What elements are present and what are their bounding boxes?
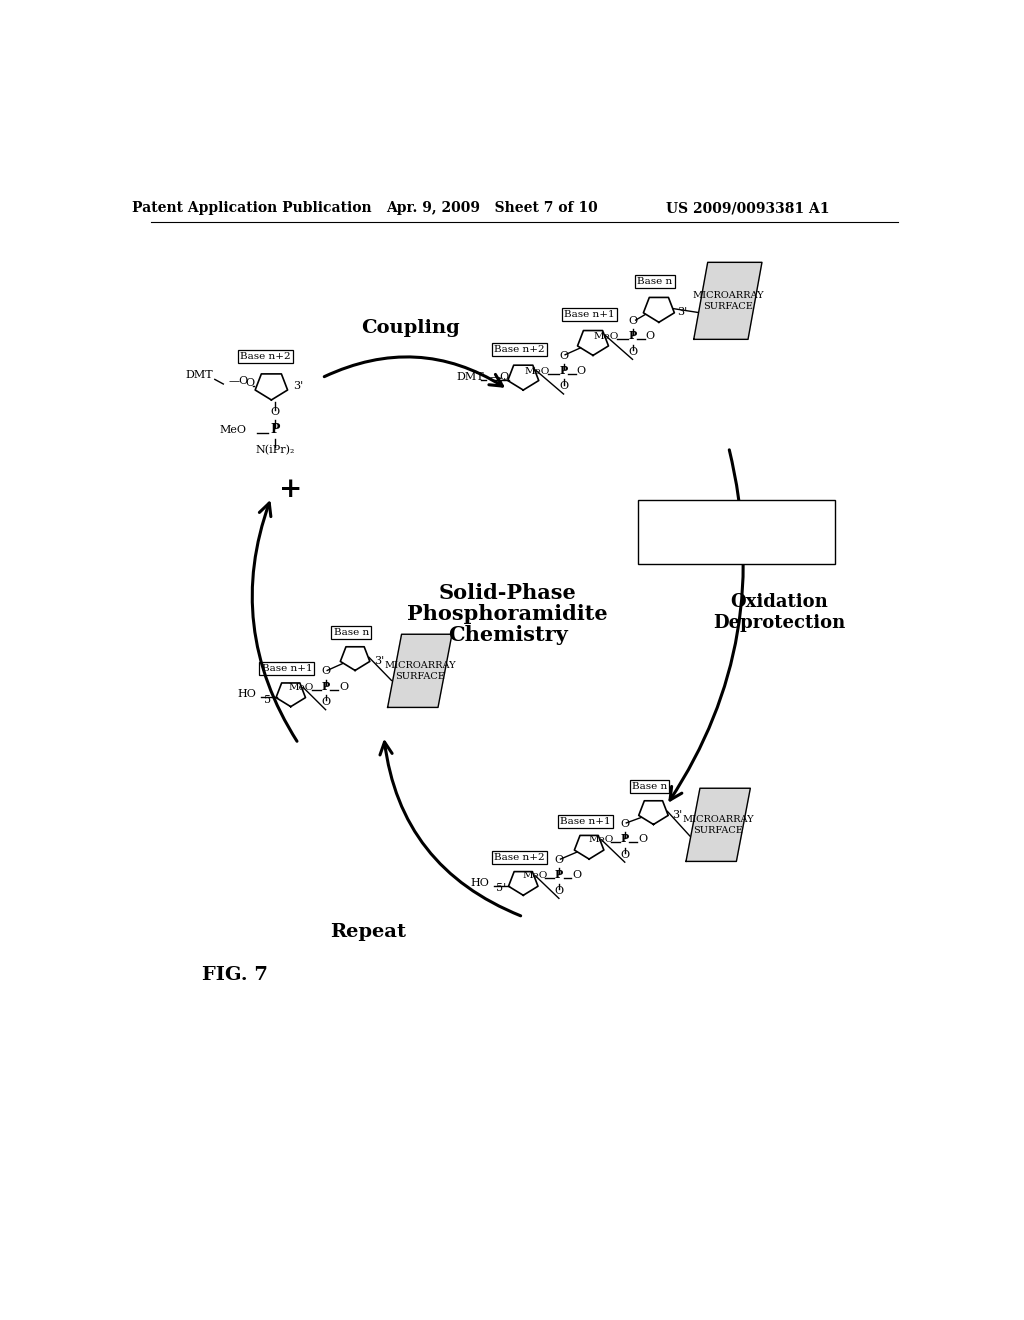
Text: O: O (554, 855, 563, 865)
Text: MICROARRAY
SURFACE: MICROARRAY SURFACE (692, 292, 764, 310)
Text: Base n+2: Base n+2 (494, 853, 545, 862)
Text: P: P (322, 681, 330, 692)
Text: O: O (270, 407, 280, 417)
Text: HO: HO (470, 878, 489, 888)
Text: MeO: MeO (219, 425, 247, 436)
Text: O: O (621, 850, 630, 859)
Text: MICROARRAY
SURFACE: MICROARRAY SURFACE (384, 661, 456, 681)
Text: 5': 5' (497, 378, 507, 388)
Text: Patent Application Publication: Patent Application Publication (132, 202, 372, 215)
Text: MeO: MeO (594, 333, 618, 342)
Text: Base n+1: Base n+1 (564, 310, 614, 319)
Text: —O: —O (489, 372, 509, 383)
Text: O: O (628, 347, 637, 356)
Text: O: O (245, 378, 254, 388)
Text: 5': 5' (264, 694, 274, 705)
Text: P: P (270, 424, 280, 437)
Text: Base n+2: Base n+2 (494, 345, 545, 354)
Text: O: O (339, 681, 348, 692)
Text: O: O (559, 381, 568, 392)
Text: Phosphoramidite: Phosphoramidite (408, 605, 608, 624)
Text: O: O (628, 315, 637, 326)
Text: O: O (322, 667, 330, 676)
Text: MeO: MeO (588, 836, 613, 845)
Text: MeO: MeO (522, 871, 548, 880)
Polygon shape (693, 263, 762, 339)
Text: Base n: Base n (632, 783, 668, 791)
Text: MeO: MeO (289, 682, 314, 692)
Text: O: O (577, 366, 586, 376)
Text: 5': 5' (497, 883, 507, 894)
Text: O: O (322, 697, 330, 708)
Text: Base n+1: Base n+1 (261, 664, 312, 673)
Text: Base n: Base n (637, 277, 673, 286)
Text: Solid-Phase: Solid-Phase (439, 583, 577, 603)
Text: 3': 3' (374, 656, 384, 665)
Text: P: P (629, 330, 637, 342)
Text: O: O (572, 870, 582, 880)
Text: Base n+1: Base n+1 (560, 817, 610, 826)
Text: P: P (621, 833, 629, 845)
Text: Base n: Base n (334, 628, 369, 638)
Text: O: O (559, 351, 568, 360)
FancyBboxPatch shape (638, 499, 835, 564)
Text: DMT: DMT (185, 370, 213, 380)
Text: O: O (638, 834, 647, 845)
Text: Repeat: Repeat (331, 923, 407, 941)
Text: Chemistry: Chemistry (447, 626, 567, 645)
Text: Coupling: Coupling (361, 319, 460, 337)
Polygon shape (686, 788, 751, 862)
Text: 3': 3' (293, 381, 303, 392)
Polygon shape (388, 635, 452, 708)
Text: P: P (555, 870, 563, 880)
Text: 3': 3' (678, 306, 688, 317)
Text: —O: —O (228, 376, 249, 385)
Text: Apr. 9, 2009   Sheet 7 of 10: Apr. 9, 2009 Sheet 7 of 10 (386, 202, 598, 215)
Text: O: O (621, 818, 630, 829)
Text: US 2009/0093381 A1: US 2009/0093381 A1 (667, 202, 829, 215)
Text: Oxidation
Deprotection: Oxidation Deprotection (713, 593, 845, 632)
Text: 3': 3' (672, 809, 682, 820)
Text: DMT: DMT (457, 372, 484, 383)
Text: O: O (646, 331, 655, 342)
Text: N(iPr)₂: N(iPr)₂ (256, 445, 295, 455)
Text: Base n+2: Base n+2 (240, 352, 291, 360)
Text: P: P (559, 366, 567, 376)
Text: HO: HO (238, 689, 257, 700)
Text: O: O (554, 886, 563, 896)
Text: DMT = dimethoxytrityl: DMT = dimethoxytrityl (663, 524, 810, 537)
Text: MICROARRAY
SURFACE: MICROARRAY SURFACE (682, 816, 754, 834)
Text: MeO: MeO (524, 367, 550, 376)
Text: FIG. 7: FIG. 7 (202, 966, 267, 983)
Text: iPr = isopropyl: iPr = isopropyl (688, 541, 784, 554)
Text: Me = methyl: Me = methyl (695, 506, 777, 519)
Text: +: + (280, 477, 302, 503)
